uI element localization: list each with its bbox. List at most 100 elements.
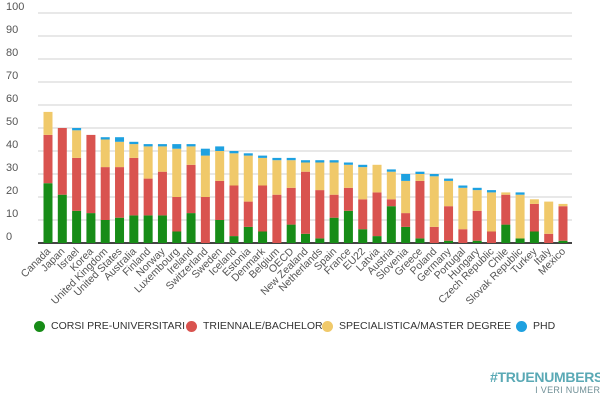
bar-segment-specialistica-master-degree-chile [501,192,511,195]
bar-segment-corsi-pre-universitari-netherlands [315,238,325,243]
bar-segment-phd-austria [386,169,396,172]
bar-segment-specialistica-master-degree-australia [129,144,139,158]
bar-segment-corsi-pre-universitari-eu22 [358,229,368,243]
bar-segment-specialistica-master-degree-portugal [458,187,468,230]
bar-segment-corsi-pre-universitari-iceland [229,236,239,243]
bar-segment-corsi-pre-universitari-hungary [472,240,482,243]
bar-segment-specialistica-master-degree-slovenia [401,180,411,214]
legend-label: PHD [533,320,556,332]
bar-segment-corsi-pre-universitari-chile [501,224,511,243]
y-tick-label: 20 [6,185,18,197]
bar-segment-triennale-bachelor-eu22 [358,199,368,230]
bar-segment-specialistica-master-degree-poland [429,176,439,227]
bar-segment-triennale-bachelor-norway [157,171,167,216]
bar-segment-phd-poland [429,174,439,177]
bar-segment-triennale-bachelor-austria [386,199,396,207]
y-tick-label: 100 [6,1,24,13]
y-tick-label: 10 [6,208,18,220]
y-tick-label: 90 [6,24,18,36]
bar-segment-triennale-bachelor-united-kingdom [100,167,110,220]
legend-dot-icon [34,320,45,332]
bar-segment-specialistica-master-degree-greece [415,174,425,181]
y-tick-label: 80 [6,47,18,59]
bar-segment-corsi-pre-universitari-france [343,210,353,243]
bar-segment-corsi-pre-universitari-israel [72,210,82,243]
bar-segment-triennale-bachelor-hungary [472,210,482,241]
bar-segment-specialistica-master-degree-netherlands [315,162,325,191]
bar-segment-phd-germany [444,178,454,181]
bar-segment-phd-finland [143,144,153,147]
bar-segment-triennale-bachelor-united-states [115,167,125,218]
bar-segment-phd-australia [129,141,139,145]
bar-segment-specialistica-master-degree-austria [386,171,396,200]
legend-dot-icon [516,320,527,332]
bar-segment-triennale-bachelor-belgium [272,194,282,243]
bar-segment-corsi-pre-universitari-estonia [243,226,253,243]
bar-segment-specialistica-master-degree-hungary [472,190,482,211]
bar-segment-phd-estonia [243,153,253,156]
bar-segment-corsi-pre-universitari-luxembourg [172,231,182,243]
logo-sub: I VERI NUMERI [535,385,600,395]
bar-segment-corsi-pre-universitari-slovenia [401,226,411,243]
legend-item-bachelor: TRIENNALE/BACHELOR [186,320,323,332]
bar-segment-corsi-pre-universitari-canada [43,183,53,243]
bar-segment-specialistica-master-degree-ireland [186,146,196,165]
bar-segment-corsi-pre-universitari-korea [86,213,96,243]
bar-segment-phd-united-kingdom [100,137,110,140]
y-tick-label: 60 [6,93,18,105]
bar-segment-triennale-bachelor-israel [72,157,82,211]
bar-segment-specialistica-master-degree-united-states [115,141,125,168]
bar-segment-specialistica-master-degree-italy [544,201,554,234]
bar-segment-phd-hungary [472,187,482,191]
bar-segment-triennale-bachelor-denmark [258,185,268,232]
stacked-bar-chart: 0102030405060708090100CanadaJapanIsraelK… [6,1,572,307]
legend: CORSI PRE-UNIVERSITARI TRIENNALE/BACHELO… [0,320,600,338]
bar-segment-specialistica-master-degree-switzerland [200,155,210,197]
bar-segment-corsi-pre-universitari-turkey [529,231,539,243]
bar-segment-phd-eu22 [358,164,368,168]
bar-segment-specialistica-master-degree-spain [329,162,339,195]
bar-segment-specialistica-master-degree-oecd [286,160,296,188]
bar-segment-phd-new-zealand [301,160,310,163]
bar-segment-specialistica-master-degree-canada [43,111,53,135]
bar-segment-triennale-bachelor-sweden [215,180,225,220]
bar-segment-triennale-bachelor-italy [544,233,554,243]
bar-segment-corsi-pre-universitari-oecd [286,224,296,243]
bar-segment-phd-france [343,162,353,165]
bar-segment-phd-ireland [186,144,196,147]
bar-segment-specialistica-master-degree-mexico [558,203,568,207]
bar-segment-specialistica-master-degree-belgium [272,160,282,195]
bar-segment-corsi-pre-universitari-new-zealand [301,233,310,243]
bar-segment-corsi-pre-universitari-mexico [558,240,568,243]
bar-segment-triennale-bachelor-netherlands [315,190,325,239]
legend-dot-icon [186,320,197,332]
bar-segment-phd-spain [329,160,339,163]
bar-segment-corsi-pre-universitari-finland [143,215,153,243]
bar-segment-triennale-bachelor-ireland [186,164,196,214]
bar-segment-phd-luxembourg [172,144,182,149]
bar-segment-triennale-bachelor-mexico [558,206,568,241]
bar-segment-specialistica-master-degree-finland [143,146,153,179]
bar-segment-specialistica-master-degree-new-zealand [301,162,310,172]
bar-segment-specialistica-master-degree-denmark [258,157,268,186]
bar-segment-triennale-bachelor-iceland [229,185,239,237]
bar-segment-phd-israel [72,128,82,131]
bar-segment-specialistica-master-degree-estonia [243,155,253,202]
bar-segment-specialistica-master-degree-luxembourg [172,148,182,197]
bar-segment-triennale-bachelor-greece [415,180,425,239]
bar-segment-corsi-pre-universitari-denmark [258,231,268,243]
legend-label: CORSI PRE-UNIVERSITARI [51,320,185,332]
bar-segment-specialistica-master-degree-slovak-republic [515,194,525,239]
bar-segment-triennale-bachelor-czech-republic [486,231,496,243]
bar-segment-corsi-pre-universitari-latvia [372,236,382,243]
bar-segment-triennale-bachelor-korea [86,134,96,214]
bar-segment-phd-oecd [286,157,296,161]
legend-label: TRIENNALE/BACHELOR [203,320,323,332]
truenumbers-logo: #TRUENUMBERS I VERI NUMERI [490,370,600,396]
bar-segment-phd-denmark [258,155,268,158]
bar-segment-triennale-bachelor-chile [501,194,511,225]
bar-segment-phd-switzerland [200,148,210,156]
bar-segment-specialistica-master-degree-sweden [215,151,225,181]
y-tick-label: 40 [6,139,18,151]
